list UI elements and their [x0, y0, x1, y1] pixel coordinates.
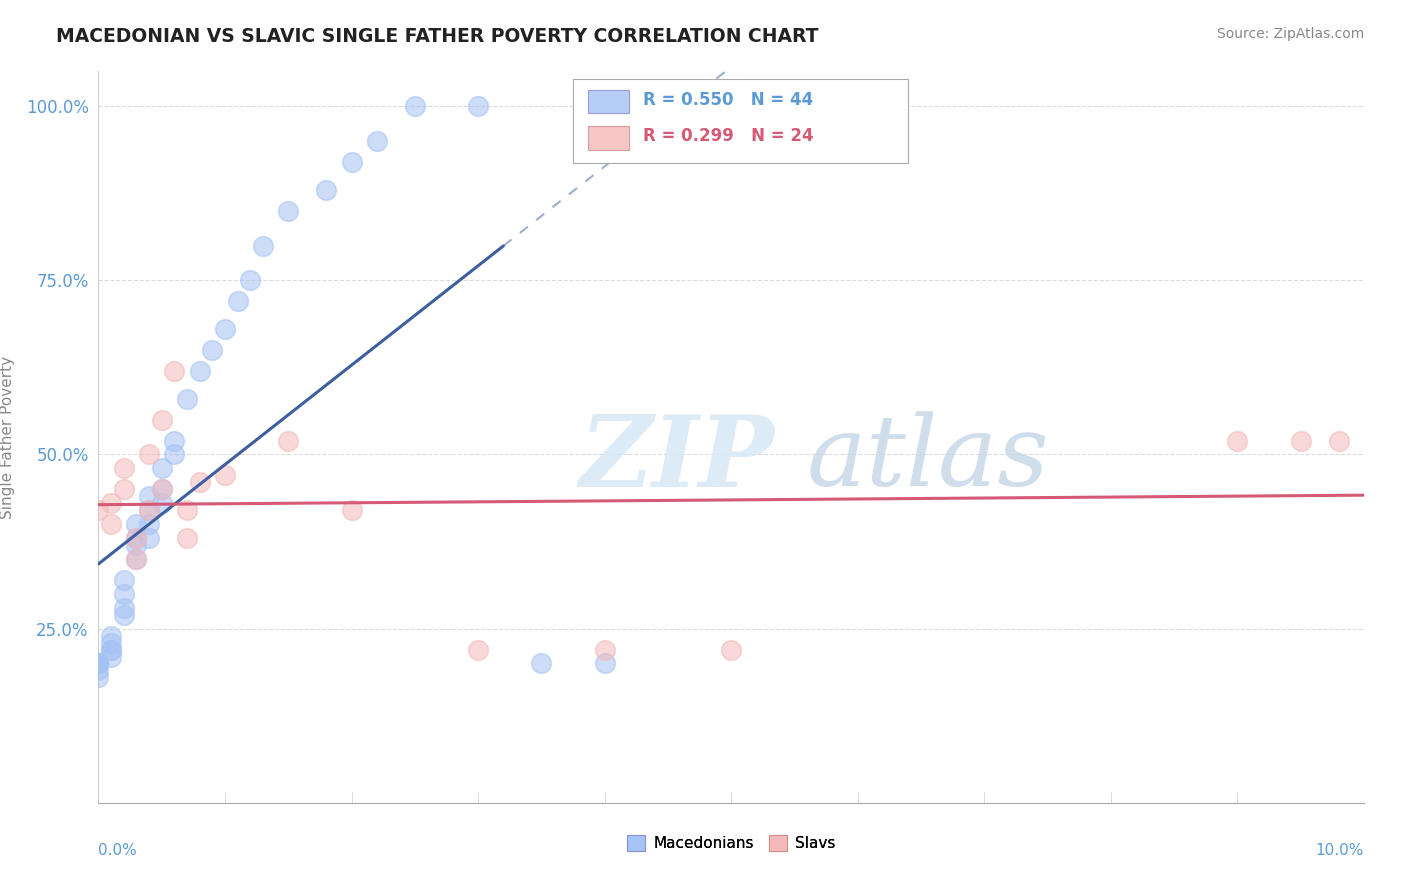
Text: Source: ZipAtlas.com: Source: ZipAtlas.com [1216, 27, 1364, 41]
Point [201, 343, 224, 357]
Point [100, 642, 122, 657]
Point [366, 134, 388, 148]
Point [100, 496, 122, 510]
Text: MACEDONIAN VS SLAVIC SINGLE FATHER POVERTY CORRELATION CHART: MACEDONIAN VS SLAVIC SINGLE FATHER POVER… [56, 27, 818, 45]
Point [214, 322, 236, 336]
Point [100, 517, 122, 532]
FancyBboxPatch shape [588, 126, 628, 150]
Point [720, 642, 742, 657]
Y-axis label: Single Father Poverty: Single Father Poverty [0, 356, 14, 518]
Point [87, 657, 110, 671]
Point [138, 531, 160, 545]
Point [315, 183, 337, 197]
Point [87, 657, 110, 671]
Point [112, 483, 135, 497]
Point [176, 531, 198, 545]
Point [176, 392, 198, 406]
Point [340, 503, 363, 517]
Text: 10.0%: 10.0% [1316, 843, 1364, 858]
Point [125, 517, 148, 532]
Point [112, 587, 135, 601]
Text: ZIP: ZIP [579, 411, 775, 508]
Text: R = 0.299   N = 24: R = 0.299 N = 24 [643, 128, 813, 145]
Point [100, 629, 122, 643]
FancyBboxPatch shape [574, 78, 908, 163]
Point [188, 475, 211, 490]
Point [138, 448, 160, 462]
Point [163, 448, 186, 462]
Point [404, 99, 426, 113]
Point [593, 642, 616, 657]
Point [112, 600, 135, 615]
Point [277, 203, 299, 218]
Text: R = 0.550   N = 44: R = 0.550 N = 44 [643, 91, 813, 109]
Point [125, 531, 148, 545]
Point [87, 670, 110, 684]
Point [252, 238, 274, 252]
Point [239, 273, 262, 287]
Legend: Macedonians, Slavs: Macedonians, Slavs [621, 830, 841, 857]
Point [340, 155, 363, 169]
Point [150, 483, 173, 497]
Text: atlas: atlas [807, 411, 1050, 507]
Point [214, 468, 236, 483]
Text: 0.0%: 0.0% [98, 843, 138, 858]
Point [125, 538, 148, 552]
Point [1289, 434, 1312, 448]
Point [150, 412, 173, 426]
Point [593, 657, 616, 671]
Point [530, 657, 553, 671]
Point [87, 657, 110, 671]
Point [112, 461, 135, 475]
FancyBboxPatch shape [588, 89, 628, 113]
Point [467, 642, 489, 657]
Point [125, 552, 148, 566]
Point [138, 489, 160, 503]
Point [100, 635, 122, 649]
Point [467, 99, 489, 113]
Point [138, 517, 160, 532]
Point [188, 364, 211, 378]
Point [87, 657, 110, 671]
Point [1226, 434, 1249, 448]
Point [125, 531, 148, 545]
Point [87, 657, 110, 671]
Point [100, 642, 122, 657]
Point [150, 483, 173, 497]
Point [112, 573, 135, 587]
Point [277, 434, 299, 448]
Point [226, 294, 249, 309]
Point [87, 664, 110, 678]
Point [125, 552, 148, 566]
Point [150, 461, 173, 475]
Point [163, 434, 186, 448]
Point [112, 607, 135, 622]
Point [150, 496, 173, 510]
Point [1327, 434, 1350, 448]
Point [100, 649, 122, 664]
Point [176, 503, 198, 517]
Point [138, 503, 160, 517]
Point [138, 503, 160, 517]
Point [163, 364, 186, 378]
Point [87, 503, 110, 517]
